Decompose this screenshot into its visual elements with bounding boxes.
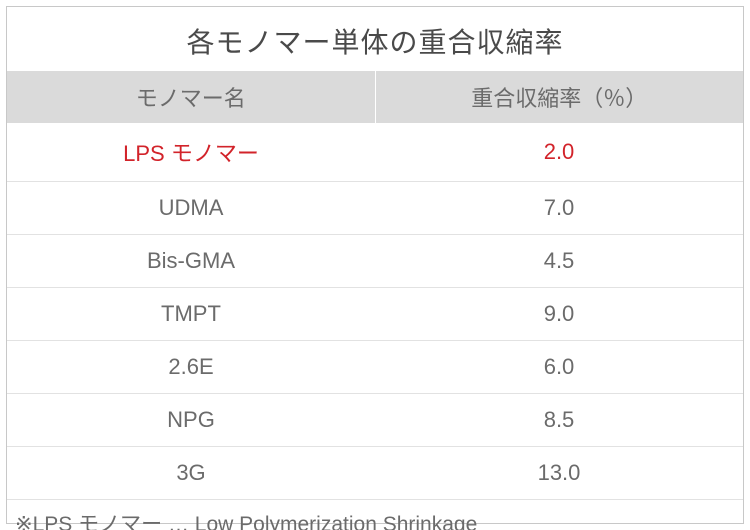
table-footnote: ※LPS モノマー … Low Polymerization Shrinkage	[7, 500, 743, 530]
cell-value: 7.0	[375, 182, 743, 235]
cell-name: Bis-GMA	[7, 235, 375, 288]
table-body: LPS モノマー 2.0 UDMA 7.0 Bis-GMA 4.5 TMPT 9…	[7, 123, 743, 500]
cell-value: 9.0	[375, 288, 743, 341]
cell-value: 2.0	[375, 123, 743, 182]
table-row: TMPT 9.0	[7, 288, 743, 341]
cell-name: TMPT	[7, 288, 375, 341]
table-row: Bis-GMA 4.5	[7, 235, 743, 288]
table-container: 各モノマー単体の重合収縮率 モノマー名 重合収縮率（％） LPS モノマー 2.…	[6, 6, 744, 524]
table-title: 各モノマー単体の重合収縮率	[7, 7, 743, 71]
cell-name: 3G	[7, 447, 375, 500]
table-row: UDMA 7.0	[7, 182, 743, 235]
table-row: NPG 8.5	[7, 394, 743, 447]
table-row: LPS モノマー 2.0	[7, 123, 743, 182]
table-row: 2.6E 6.0	[7, 341, 743, 394]
column-header-name: モノマー名	[7, 71, 375, 123]
table-row: 3G 13.0	[7, 447, 743, 500]
cell-value: 6.0	[375, 341, 743, 394]
cell-name: LPS モノマー	[7, 123, 375, 182]
cell-value: 4.5	[375, 235, 743, 288]
cell-name: 2.6E	[7, 341, 375, 394]
column-header-value: 重合収縮率（％）	[375, 71, 743, 123]
cell-name: UDMA	[7, 182, 375, 235]
table-header-row: モノマー名 重合収縮率（％）	[7, 71, 743, 123]
cell-name: NPG	[7, 394, 375, 447]
monomer-table: モノマー名 重合収縮率（％） LPS モノマー 2.0 UDMA 7.0 Bis…	[7, 71, 743, 500]
cell-value: 8.5	[375, 394, 743, 447]
cell-value: 13.0	[375, 447, 743, 500]
